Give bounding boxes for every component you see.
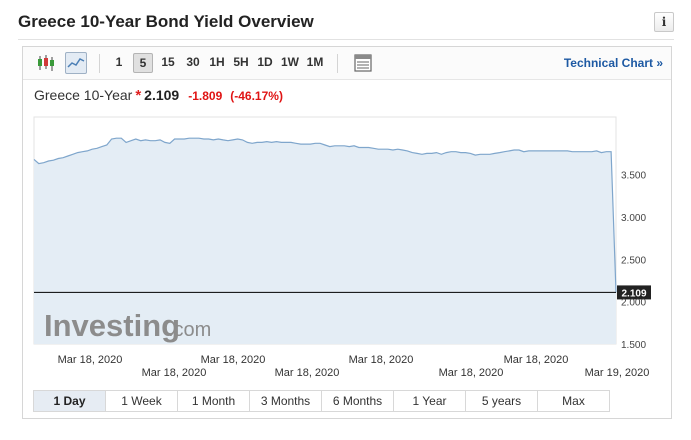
x-tick-label: Mar 18, 2020 <box>275 367 340 379</box>
x-tick-label: Mar 18, 2020 <box>349 354 414 366</box>
price-change-percent: (-46.17%) <box>230 89 283 103</box>
y-tick-label: 3.000 <box>621 213 646 224</box>
quote-line: Greece 10-Year * 2.109 -1.809 (-46.17%) <box>34 87 283 104</box>
range-1-day[interactable]: 1 Day <box>33 390 106 412</box>
x-tick-label: Mar 18, 2020 <box>504 354 569 366</box>
y-tick-label: 2.000 <box>621 298 646 309</box>
range-max[interactable]: Max <box>537 390 610 412</box>
price-change: -1.809 <box>188 89 223 103</box>
interval-1w[interactable]: 1W <box>281 55 299 69</box>
interval-15[interactable]: 15 <box>161 55 175 69</box>
y-tick-label: 2.500 <box>621 255 646 266</box>
x-tick-label: Mar 18, 2020 <box>201 354 266 366</box>
interval-1d[interactable]: 1D <box>257 55 273 69</box>
watermark-brand: Investing <box>44 308 180 343</box>
table-icon[interactable] <box>352 52 374 74</box>
x-tick-label: Mar 18, 2020 <box>142 367 207 379</box>
chart-panel: 1 5 15 30 1H 5H 1D 1W 1M Technical Chart… <box>22 46 672 419</box>
range-6-months[interactable]: 6 Months <box>321 390 394 412</box>
overview-header: Greece 10-Year Bond Yield Overview i <box>18 10 674 40</box>
technical-chart-link[interactable]: Technical Chart » <box>563 56 663 70</box>
range-5-years[interactable]: 5 years <box>465 390 538 412</box>
toolbar-divider <box>337 54 338 73</box>
range-1-month[interactable]: 1 Month <box>177 390 250 412</box>
x-tick-label: Mar 18, 2020 <box>58 354 123 366</box>
interval-1[interactable]: 1 <box>115 55 123 69</box>
interval-1m[interactable]: 1M <box>306 55 324 69</box>
instrument-name: Greece 10-Year <box>34 87 133 103</box>
investing-watermark: Investing .com <box>44 308 211 343</box>
area-chart-icon[interactable] <box>65 52 87 74</box>
y-tick-label: 1.500 <box>621 340 646 351</box>
interval-1h[interactable]: 1H <box>209 55 225 69</box>
page-title: Greece 10-Year Bond Yield Overview <box>18 12 314 31</box>
x-tick-label: Mar 18, 2020 <box>439 367 504 379</box>
info-icon[interactable]: i <box>654 12 674 32</box>
last-price-label: 2.109 <box>621 288 646 299</box>
last-price-label-bg <box>617 285 651 300</box>
chart-toolbar: 1 5 15 30 1H 5H 1D 1W 1M Technical Chart… <box>23 47 671 80</box>
range-1-year[interactable]: 1 Year <box>393 390 466 412</box>
last-price: 2.109 <box>144 87 180 103</box>
range-selector: 1 Day 1 Week 1 Month 3 Months 6 Months 1… <box>33 390 610 412</box>
x-tick-label: Mar 19, 2020 <box>585 367 650 379</box>
y-tick-label: 3.500 <box>621 171 646 182</box>
series-line <box>33 137 617 293</box>
watermark-suffix: .com <box>168 319 211 341</box>
interval-30[interactable]: 30 <box>186 55 200 69</box>
yield-area-chart[interactable]: Investing .com 2.109 3.500 3.000 2.500 2.00… <box>23 47 671 387</box>
candlestick-icon[interactable] <box>35 52 57 74</box>
star-icon: * <box>135 87 142 104</box>
interval-5[interactable]: 5 <box>133 53 153 73</box>
interval-5h[interactable]: 5H <box>233 55 249 69</box>
toolbar-divider <box>99 54 100 73</box>
range-1-week[interactable]: 1 Week <box>105 390 178 412</box>
range-3-months[interactable]: 3 Months <box>249 390 322 412</box>
